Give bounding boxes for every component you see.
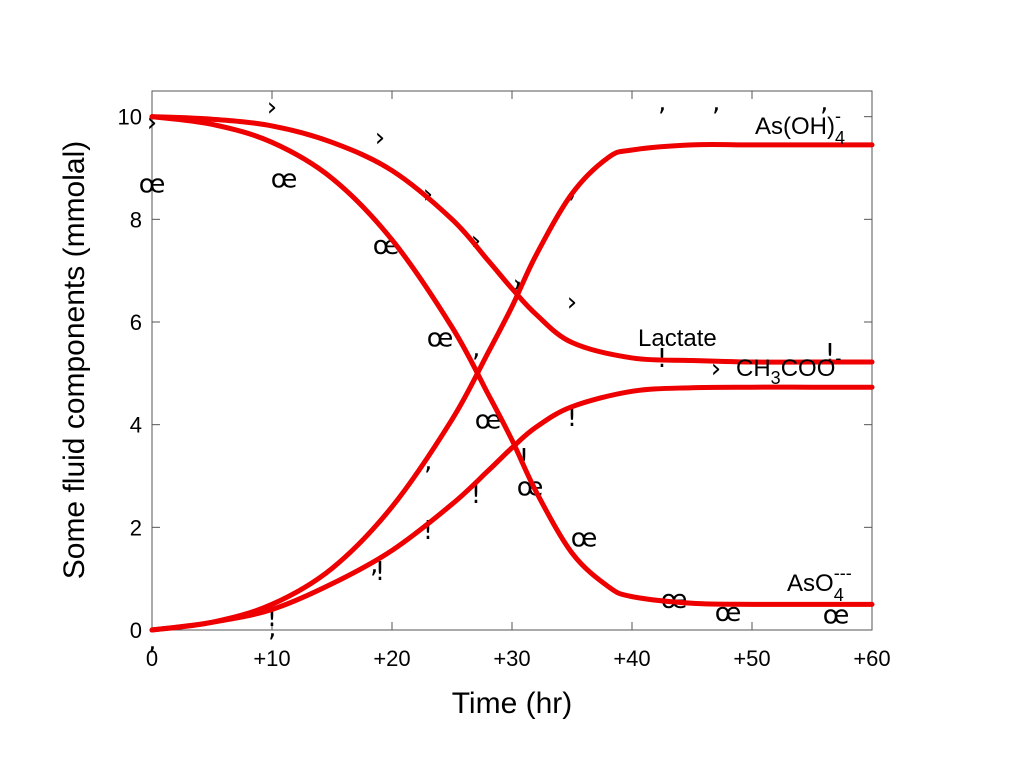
data-marker: › [375,123,385,153]
data-marker: œ [139,169,166,199]
data-marker: ‚ [472,334,480,364]
tick-labels: 0 +10 +20 +30 +40 +50 +60 0 2 4 6 8 10 [118,105,891,671]
data-marker: › [567,287,577,317]
y-tick-label: 8 [130,207,142,232]
x-tick-label: 0 [146,646,158,671]
y-tick-label: 0 [130,618,142,643]
series-label-arsenate-text: AsO4--- [787,563,852,605]
data-marker: ! [423,516,433,546]
series-label-arsenite: As(OH)4- [755,106,845,148]
data-marker: ‚ [148,626,156,656]
data-marker: ! [267,603,277,633]
y-tick-label: 2 [130,515,142,540]
series-line-3 [149,114,875,607]
data-marker: œ [271,164,298,194]
y-axis-label: Some fluid components (mmolal) [58,141,91,580]
series-line-0 [149,114,875,365]
data-marker: ‚ [424,447,432,477]
x-tick-label: +40 [613,646,650,671]
data-marker: ‚ [514,262,522,292]
data-marker: ‚ [820,87,828,117]
x-tick-label: +30 [493,646,530,671]
x-tick-label: +60 [853,646,890,671]
series-curves [149,114,875,633]
data-marker: › [711,354,721,384]
data-marker: ‚ [658,87,666,117]
series-label-arsenate: AsO4--- [787,563,852,605]
data-marker: ! [519,444,529,474]
data-marker: œ [427,323,454,353]
x-axis-label: Time (hr) [452,687,573,720]
x-tick-label: +10 [253,646,290,671]
y-tick-label: 10 [118,105,142,130]
series-line-1 [149,384,875,633]
data-marker: ‚ [268,613,276,643]
data-marker: › [471,226,481,256]
axis-ticks [151,91,873,631]
data-marker: › [267,92,277,122]
data-marker: ! [567,403,577,433]
data-marker: ! [825,339,835,369]
data-marker: ‚ [712,87,720,117]
x-tick-label: +20 [373,646,410,671]
series-label-arsenite-text: As(OH)4- [755,106,845,148]
data-marker: œ [571,524,598,554]
series-label-lactate: Lactate [638,325,717,352]
data-marker: ! [471,480,481,510]
series-label-acetate: CH3COO- [736,348,841,388]
data-marker: › [147,108,157,138]
series-label-acetate-text: CH3COO- [736,348,841,388]
series-line-2 [149,142,875,633]
y-tick-label: 4 [130,413,142,438]
data-marker: ! [375,557,385,587]
y-tick-label: 6 [130,310,142,335]
x-tick-label: +50 [733,646,770,671]
data-marker: › [513,270,523,300]
